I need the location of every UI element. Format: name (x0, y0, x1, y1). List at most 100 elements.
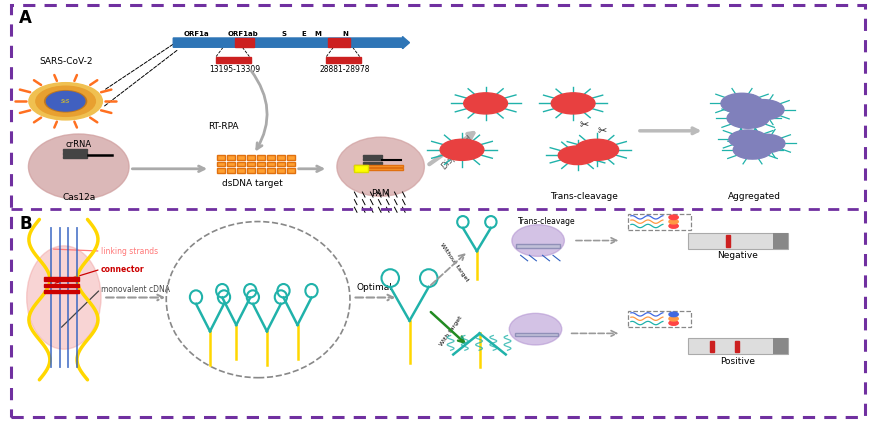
Bar (44, 284, 79, 287)
Bar (267, 168, 275, 173)
Circle shape (575, 139, 619, 160)
Ellipse shape (46, 92, 85, 111)
Ellipse shape (512, 225, 564, 256)
Circle shape (733, 141, 772, 159)
Circle shape (551, 93, 595, 114)
Bar (247, 155, 255, 160)
Bar (217, 168, 225, 173)
Bar (237, 162, 245, 166)
Bar (277, 162, 285, 166)
Text: Positive: Positive (720, 357, 755, 365)
Bar (287, 168, 295, 173)
Bar (277, 168, 285, 173)
Bar (710, 341, 714, 352)
Bar (63, 149, 88, 151)
FancyArrow shape (173, 37, 410, 49)
Bar (326, 57, 361, 63)
Circle shape (558, 146, 597, 165)
Text: B: B (19, 215, 32, 233)
Bar (277, 155, 285, 160)
Bar (257, 168, 265, 173)
Circle shape (727, 108, 769, 128)
Text: PAM: PAM (371, 189, 390, 197)
Ellipse shape (26, 246, 102, 349)
Text: N: N (343, 31, 348, 37)
Bar (247, 168, 255, 173)
Bar (774, 338, 788, 354)
Circle shape (464, 93, 507, 114)
Bar (227, 155, 234, 160)
Circle shape (669, 224, 678, 228)
Text: Dispersed: Dispersed (440, 134, 475, 171)
Bar (267, 155, 275, 160)
Text: ✂: ✂ (598, 127, 606, 137)
Bar (217, 162, 225, 166)
Bar (514, 333, 558, 336)
Circle shape (669, 312, 678, 316)
Text: SARS-CoV-2: SARS-CoV-2 (38, 57, 93, 66)
Bar (227, 168, 234, 173)
Bar (247, 162, 255, 166)
Text: 28881-28978: 28881-28978 (319, 65, 370, 74)
Ellipse shape (509, 313, 562, 345)
Bar (257, 162, 265, 166)
Ellipse shape (28, 134, 130, 199)
Bar (354, 168, 402, 170)
Text: With target: With target (439, 315, 464, 347)
Bar (44, 277, 79, 281)
Bar (354, 165, 402, 167)
Text: S₆S: S₆S (61, 99, 70, 104)
Bar (237, 155, 245, 160)
Text: Cas12a: Cas12a (62, 193, 95, 202)
Circle shape (440, 139, 484, 160)
Bar (363, 158, 382, 160)
Text: dsDNA target: dsDNA target (221, 179, 283, 188)
Ellipse shape (337, 137, 424, 196)
Ellipse shape (29, 83, 102, 120)
Bar (63, 156, 88, 158)
Text: monovalent cDNA: monovalent cDNA (101, 284, 170, 294)
Text: Trans-cleavage: Trans-cleavage (518, 217, 576, 226)
Text: Aggregated: Aggregated (728, 192, 780, 201)
Circle shape (669, 321, 678, 325)
Bar (363, 162, 382, 164)
FancyBboxPatch shape (688, 233, 788, 249)
Bar (63, 152, 88, 155)
Bar (735, 341, 739, 352)
Text: Without target: Without target (439, 242, 470, 283)
Bar (217, 155, 225, 160)
Bar (216, 57, 251, 63)
Text: S: S (282, 31, 287, 37)
Circle shape (669, 219, 678, 224)
Text: linking strands: linking strands (101, 246, 158, 256)
Bar (234, 38, 254, 47)
Bar (257, 155, 265, 160)
Text: E: E (301, 31, 306, 37)
Text: 13195-13309: 13195-13309 (209, 65, 260, 74)
Circle shape (729, 130, 767, 149)
Bar (267, 162, 275, 166)
Text: crRNA: crRNA (66, 140, 92, 149)
Circle shape (742, 100, 784, 120)
Bar (354, 165, 367, 172)
Bar (774, 233, 788, 249)
Text: ORF1a: ORF1a (184, 31, 210, 37)
Text: ORF1ab: ORF1ab (228, 31, 259, 37)
Bar (363, 155, 382, 157)
Text: Trans-cleavage: Trans-cleavage (550, 192, 619, 201)
Text: RT-RPA: RT-RPA (208, 122, 239, 131)
Bar (516, 244, 560, 248)
FancyBboxPatch shape (628, 214, 691, 230)
Circle shape (721, 93, 763, 114)
Text: Optimal: Optimal (357, 283, 392, 292)
Text: ✂: ✂ (580, 120, 589, 130)
Bar (287, 162, 295, 166)
Text: Negative: Negative (718, 251, 758, 260)
Bar (328, 38, 350, 47)
Bar (726, 235, 730, 246)
Text: A: A (19, 9, 32, 27)
Bar (44, 290, 79, 293)
Bar (287, 155, 295, 160)
Circle shape (746, 134, 785, 153)
Bar (227, 162, 234, 166)
